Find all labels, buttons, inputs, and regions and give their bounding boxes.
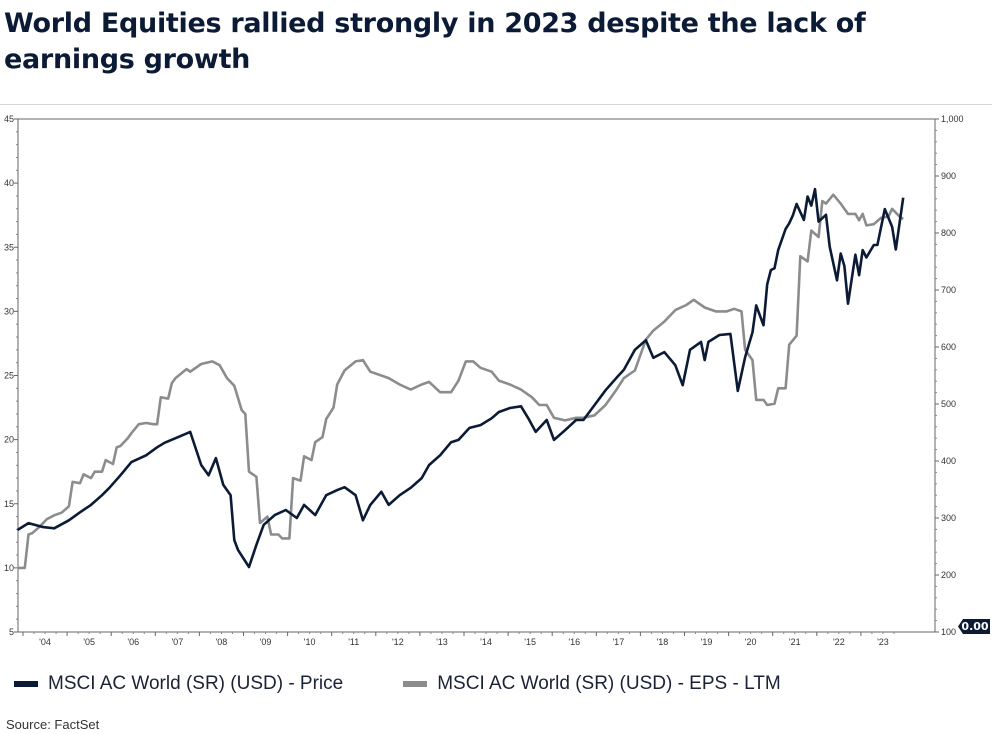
x-tick-label: '12 bbox=[392, 637, 404, 647]
right-tick-label: 1,000 bbox=[941, 114, 964, 124]
left-tick-label: 40 bbox=[4, 178, 14, 188]
left-tick-label: 30 bbox=[4, 306, 14, 316]
chart-title: World Equities rallied strongly in 2023 … bbox=[4, 8, 866, 75]
right-tick-label: 900 bbox=[941, 171, 956, 181]
eps-series-line bbox=[17, 193, 904, 570]
x-tick-label: '21 bbox=[789, 637, 801, 647]
x-tick-label: '15 bbox=[524, 637, 536, 647]
x-tick-label: '19 bbox=[701, 637, 713, 647]
x-tick-label: '22 bbox=[833, 637, 845, 647]
right-tick-label: 600 bbox=[941, 342, 956, 352]
x-tick-label: '17 bbox=[612, 637, 624, 647]
left-tick-label: 45 bbox=[4, 114, 14, 124]
legend-item-eps: MSCI AC World (SR) (USD) - EPS - LTM bbox=[403, 673, 781, 695]
right-tick-label: 500 bbox=[941, 399, 956, 409]
x-tick-label: '14 bbox=[480, 637, 492, 647]
right-tick-label: 100 bbox=[941, 627, 956, 637]
x-tick-label: '23 bbox=[877, 637, 889, 647]
x-tick-label: '13 bbox=[436, 637, 448, 647]
header-divider bbox=[0, 104, 992, 105]
x-tick-label: '08 bbox=[216, 637, 228, 647]
legend: MSCI AC World (SR) (USD) - Price MSCI AC… bbox=[14, 673, 781, 695]
x-tick-label: '18 bbox=[657, 637, 669, 647]
price-series-line bbox=[16, 187, 905, 569]
legend-swatch-eps bbox=[403, 681, 428, 687]
x-tick-label: '20 bbox=[745, 637, 757, 647]
left-tick-label: 20 bbox=[4, 435, 14, 445]
legend-swatch-price bbox=[14, 681, 38, 687]
x-tick-label: '06 bbox=[127, 637, 139, 647]
source-note: Source: FactSet bbox=[6, 717, 100, 732]
left-tick-label: 35 bbox=[4, 242, 14, 252]
x-tick-label: '11 bbox=[348, 637, 359, 647]
dual-axis-line-chart: 5 10 15 20 25 30 35 40 45 100 200 300 400 500 600 700 80… bbox=[4, 114, 990, 647]
x-tick-label: '04 bbox=[39, 637, 51, 647]
left-tick-label: 5 bbox=[9, 627, 14, 637]
left-tick-label: 15 bbox=[4, 499, 14, 509]
right-tick-label: 200 bbox=[941, 570, 956, 580]
legend-label-price: MSCI AC World (SR) (USD) - Price bbox=[48, 673, 344, 694]
right-tick-label: 800 bbox=[941, 228, 956, 238]
x-tick-label: '05 bbox=[83, 637, 95, 647]
x-tick-label: '09 bbox=[260, 637, 272, 647]
x-tick-label: '10 bbox=[304, 637, 316, 647]
legend-item-price: MSCI AC World (SR) (USD) - Price bbox=[14, 673, 343, 695]
right-tick-label: 700 bbox=[941, 285, 956, 295]
value-badge bbox=[958, 619, 990, 634]
left-tick-label: 25 bbox=[4, 371, 14, 381]
legend-label-eps: MSCI AC World (SR) (USD) - EPS - LTM bbox=[437, 673, 781, 694]
x-tick-label: '07 bbox=[171, 637, 183, 647]
value-badge-text: 0.00 bbox=[961, 620, 988, 633]
left-tick-label: 10 bbox=[4, 563, 14, 573]
right-tick-label: 400 bbox=[941, 456, 956, 466]
right-tick-label: 300 bbox=[941, 513, 956, 523]
x-tick-label: '16 bbox=[568, 637, 580, 647]
